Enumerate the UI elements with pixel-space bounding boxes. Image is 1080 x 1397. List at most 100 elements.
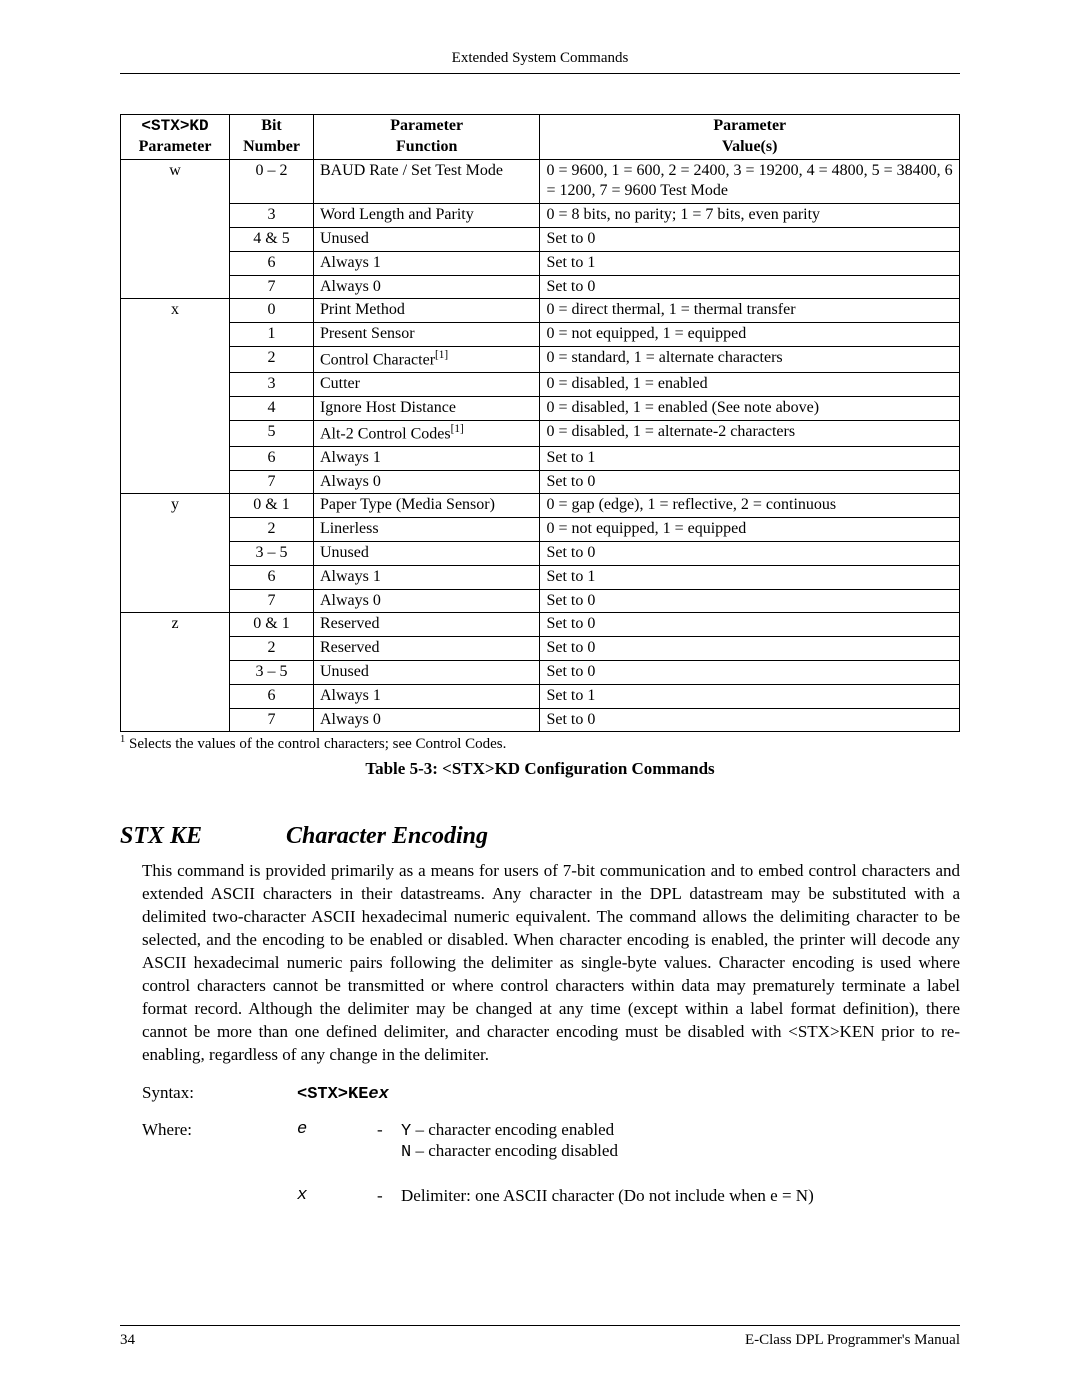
th-param-val-a: Parameter [713,117,786,134]
function-cell: Always 0 [313,470,540,494]
where-sym-e: e [297,1120,377,1139]
value-cell: Set to 0 [540,542,960,566]
bit-cell: 7 [230,470,314,494]
section-prose: This command is provided primarily as a … [120,860,960,1066]
value-cell: 0 = 8 bits, no parity; 1 = 7 bits, even … [540,204,960,228]
table-row: 5Alt-2 Control Codes[1]0 = disabled, 1 =… [121,420,960,446]
bit-cell: 0 – 2 [230,159,314,204]
table-row: x0Print Method0 = direct thermal, 1 = th… [121,299,960,323]
where-label: Where: [142,1120,297,1140]
bit-cell: 2 [230,637,314,661]
value-cell: Set to 0 [540,637,960,661]
function-cell: Always 1 [313,446,540,470]
bit-cell: 6 [230,565,314,589]
table-footnote: 1 Selects the values of the control char… [120,734,960,753]
bit-cell: 6 [230,684,314,708]
section-name: Character Encoding [286,823,488,849]
table-row: 7Always 0Set to 0 [121,470,960,494]
table-row: 4Ignore Host Distance0 = disabled, 1 = e… [121,396,960,420]
bit-cell: 3 [230,373,314,397]
table-row: 2Linerless0 = not equipped, 1 = equipped [121,518,960,542]
table-body: w0 – 2BAUD Rate / Set Test Mode0 = 9600,… [121,159,960,732]
header-rule [120,73,960,74]
function-cell: BAUD Rate / Set Test Mode [313,159,540,204]
bit-cell: 4 [230,396,314,420]
syntax-block: Syntax: <STX>KEex Where: e - Y – charact… [120,1083,960,1206]
table-row: 7Always 0Set to 0 [121,275,960,299]
table-row: 6Always 1Set to 1 [121,446,960,470]
bit-cell: 7 [230,708,314,732]
function-cell: Linerless [313,518,540,542]
table-row: 6Always 1Set to 1 [121,251,960,275]
th-param-func-a: Parameter [390,117,463,134]
table-row: 6Always 1Set to 1 [121,684,960,708]
syntax-prefix: <STX>KE [297,1085,368,1104]
th-bit: Bit [261,117,281,134]
table-caption: Table 5-3: <STX>KD Configuration Command… [120,759,960,779]
syntax-args: ex [368,1085,388,1104]
value-cell: 0 = standard, 1 = alternate characters [540,346,960,372]
bit-cell: 6 [230,251,314,275]
table-row: w0 – 2BAUD Rate / Set Test Mode0 = 9600,… [121,159,960,204]
bit-cell: 2 [230,346,314,372]
value-cell: 0 = direct thermal, 1 = thermal transfer [540,299,960,323]
function-cell: Reserved [313,637,540,661]
param-cell: x [121,299,230,494]
table-row: 7Always 0Set to 0 [121,708,960,732]
th-stxkd: <STX>KD [141,117,208,135]
table-row: 3Cutter0 = disabled, 1 = enabled [121,373,960,397]
footer-page-number: 34 [120,1332,135,1349]
bit-cell: 5 [230,420,314,446]
table-row: 2ReservedSet to 0 [121,637,960,661]
value-cell: 0 = not equipped, 1 = equipped [540,323,960,347]
function-cell: Alt-2 Control Codes[1] [313,420,540,446]
param-cell: w [121,159,230,299]
bit-cell: 3 [230,204,314,228]
function-cell: Unused [313,227,540,251]
table-row: 4 & 5UnusedSet to 0 [121,227,960,251]
function-cell: Always 0 [313,708,540,732]
function-cell: Word Length and Parity [313,204,540,228]
function-cell: Print Method [313,299,540,323]
value-cell: Set to 0 [540,708,960,732]
value-cell: Set to 0 [540,613,960,637]
bit-cell: 4 & 5 [230,227,314,251]
where-dash: - [377,1186,401,1206]
bit-cell: 1 [230,323,314,347]
value-cell: Set to 0 [540,660,960,684]
value-cell: 0 = gap (edge), 1 = reflective, 2 = cont… [540,494,960,518]
th-number: Number [243,138,300,155]
bit-cell: 2 [230,518,314,542]
bit-cell: 6 [230,446,314,470]
table-row: 1Present Sensor0 = not equipped, 1 = equ… [121,323,960,347]
footnote-text: Selects the values of the control charac… [125,736,506,752]
function-cell: Reserved [313,613,540,637]
function-cell: Always 0 [313,275,540,299]
value-cell: Set to 1 [540,251,960,275]
value-cell: Set to 0 [540,470,960,494]
bit-cell: 0 [230,299,314,323]
function-cell: Unused [313,660,540,684]
where-sym-x: x [297,1186,377,1205]
function-cell: Always 1 [313,684,540,708]
function-cell: Always 1 [313,251,540,275]
bit-cell: 0 & 1 [230,613,314,637]
bit-cell: 3 – 5 [230,542,314,566]
function-cell: Paper Type (Media Sensor) [313,494,540,518]
table-row: 2Control Character[1]0 = standard, 1 = a… [121,346,960,372]
param-cell: y [121,494,230,613]
value-cell: 0 = disabled, 1 = alternate-2 characters [540,420,960,446]
section-heading: STX KE Character Encoding [120,823,960,850]
function-cell: Control Character[1] [313,346,540,372]
page-header-title: Extended System Commands [120,50,960,67]
config-table: <STX>KDParameter BitNumber ParameterFunc… [120,114,960,732]
value-cell: 0 = not equipped, 1 = equipped [540,518,960,542]
function-cell: Present Sensor [313,323,540,347]
function-cell: Ignore Host Distance [313,396,540,420]
th-param-val-b: Value(s) [722,138,777,155]
function-cell: Always 0 [313,589,540,613]
section-cmd: STX KE [120,823,280,850]
value-cell: Set to 1 [540,684,960,708]
table-row: 6Always 1Set to 1 [121,565,960,589]
param-cell: z [121,613,230,732]
